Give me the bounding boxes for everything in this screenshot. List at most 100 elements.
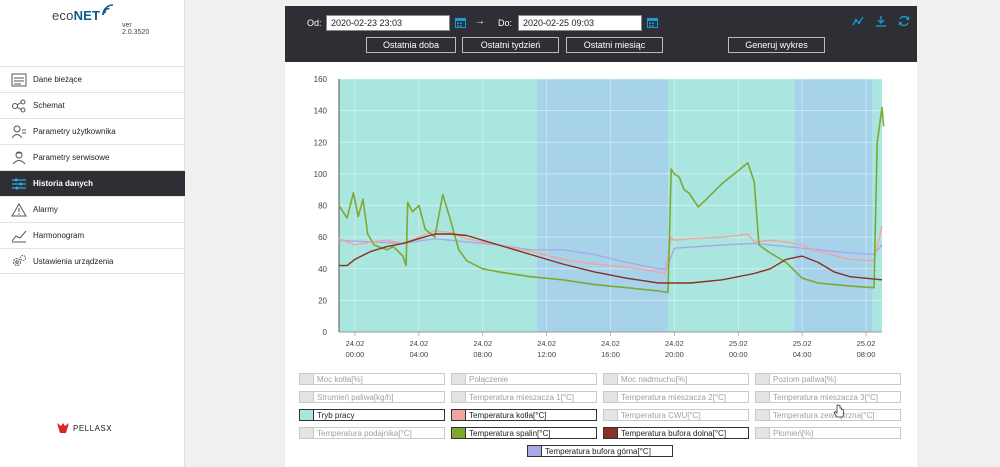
- legend-label: Płomień[%]: [773, 428, 814, 438]
- series-icon[interactable]: [852, 15, 864, 27]
- x-tick-date: 24.02: [473, 339, 492, 348]
- legend-item-temperatura-mieszacza-2-c-[interactable]: Temperatura mieszacza 2[°C]: [603, 391, 749, 403]
- legend-item-moc-kot-a-[interactable]: Moc kotła[%]: [299, 373, 445, 385]
- last-week-button[interactable]: Ostatni tydzień: [462, 37, 559, 53]
- legend-item-temperatura-mieszacza-1-c-[interactable]: Temperatura mieszacza 1[°C]: [451, 391, 597, 403]
- x-tick-time: 04:00: [793, 350, 812, 359]
- legend-label: Poziom paliwa[%]: [773, 374, 837, 384]
- legend-item-temperatura-bufora-dolna-c-[interactable]: Temperatura bufora dolna[°C]: [603, 427, 749, 439]
- pellasx-icon: [57, 423, 69, 433]
- legend-item-po-czenie[interactable]: Połączenie: [451, 373, 597, 385]
- download-icon[interactable]: [875, 15, 887, 27]
- legend-item-tryb-pracy[interactable]: Tryb pracy: [299, 409, 445, 421]
- wifi-icon: [102, 4, 114, 16]
- list-icon: [10, 72, 28, 88]
- last-month-button[interactable]: Ostatni miesiąc: [566, 37, 663, 53]
- legend-label: Temperatura bufora górna[°C]: [545, 446, 651, 456]
- legend-item-strumie-paliwa-kg-h-[interactable]: Strumień paliwa[kg/h]: [299, 391, 445, 403]
- calendar-from-icon[interactable]: [455, 17, 466, 28]
- x-tick-time: 08:00: [473, 350, 492, 359]
- legend-swatch: [756, 392, 770, 402]
- sidebar-item-dane-biezace[interactable]: Dane bieżące: [0, 66, 185, 92]
- x-tick-time: 04:00: [409, 350, 428, 359]
- calendar-to-icon[interactable]: [647, 17, 658, 28]
- legend-label: Moc kotła[%]: [317, 374, 363, 384]
- x-tick-date: 24.02: [537, 339, 556, 348]
- legend-swatch: [452, 392, 466, 402]
- x-tick-date: 25.02: [793, 339, 812, 348]
- main-panel: Od: 2020-02-23 23:03 → Do: 2020-02-25 09…: [285, 6, 917, 467]
- sidebar-item-harmonogram[interactable]: Harmonogram: [0, 222, 185, 248]
- x-tick-time: 16:00: [601, 350, 620, 359]
- legend-label: Temperatura kotła[°C]: [469, 410, 547, 420]
- y-tick-label: 160: [314, 75, 328, 84]
- sidebar-item-parametry-uzytkownika[interactable]: Parametry użytkownika: [0, 118, 185, 144]
- user-icon: [10, 124, 28, 140]
- sidebar-item-parametry-serwisowe[interactable]: Parametry serwisowe: [0, 144, 185, 170]
- legend-swatch: [300, 410, 314, 420]
- history-chart: 0 20 40 60 80 100 120 140 160 24.02 00:00 24.02 04:0…: [314, 75, 885, 359]
- legend-item-poziom-paliwa-[interactable]: Poziom paliwa[%]: [755, 373, 901, 385]
- legend-item-temperatura-bufora-g-rna-c-[interactable]: Temperatura bufora górna[°C]: [527, 445, 673, 457]
- x-tick-time: 00:00: [729, 350, 748, 359]
- chart-legend: Moc kotła[%] Połączenie Moc nadmuchu[%] Poz…: [285, 373, 917, 465]
- legend-label: Temperatura CWU[°C]: [621, 410, 701, 420]
- legend-label: Strumień paliwa[kg/h]: [317, 392, 394, 402]
- y-tick-label: 140: [314, 107, 328, 116]
- sidebar-menu: Dane bieżące Schemat Parametry użytkowni…: [0, 66, 185, 274]
- legend-label: Temperatura spalin[°C]: [469, 428, 551, 438]
- legend-swatch: [756, 410, 770, 420]
- chart-line-icon: [10, 228, 28, 244]
- last-day-button[interactable]: Ostatnia doba: [366, 37, 456, 53]
- legend-item-temperatura-spalin-c-[interactable]: Temperatura spalin[°C]: [451, 427, 597, 439]
- to-date-input[interactable]: 2020-02-25 09:03: [518, 15, 642, 31]
- range-arrow: →: [475, 16, 485, 27]
- x-tick-date: 24.02: [346, 339, 365, 348]
- sidebar-item-label: Historia danych: [33, 179, 94, 188]
- warning-icon: [10, 202, 28, 218]
- from-date-input[interactable]: 2020-02-23 23:03: [326, 15, 450, 31]
- legend-label: Połączenie: [469, 374, 509, 384]
- version-text: ver 2.0.3520: [122, 22, 150, 36]
- legend-item-moc-nadmuchu-[interactable]: Moc nadmuchu[%]: [603, 373, 749, 385]
- legend-item-temperatura-mieszacza-3-c-[interactable]: Temperatura mieszacza 3[°C]: [755, 391, 901, 403]
- legend-item-temperatura-podajnika-c-[interactable]: Temperatura podajnika[°C]: [299, 427, 445, 439]
- series-line-temperatura-bufora-dolna: [339, 233, 883, 284]
- legend-label: Tryb pracy: [317, 410, 355, 420]
- sidebar-item-historia-danych[interactable]: Historia danych: [0, 170, 185, 196]
- logo-text: ecoNET: [52, 8, 100, 23]
- x-tick-time: 20:00: [665, 350, 684, 359]
- legend-item-temperatura-zewn-trzna-c-[interactable]: Temperatura zewnętrzna[°C]: [755, 409, 901, 421]
- x-tick-date: 24.02: [601, 339, 620, 348]
- logo-net: NET: [73, 8, 101, 23]
- series-line-temperatura-kot-a: [338, 225, 883, 275]
- legend-item-temperatura-cwu-c-[interactable]: Temperatura CWU[°C]: [603, 409, 749, 421]
- legend-item-temperatura-kot-a-c-[interactable]: Temperatura kotła[°C]: [451, 409, 597, 421]
- refresh-icon[interactable]: [898, 15, 910, 27]
- logo-eco: eco: [52, 8, 74, 23]
- legend-label: Temperatura podajnika[°C]: [317, 428, 412, 438]
- brand-text: PELLASX: [73, 423, 113, 433]
- sidebar-item-schemat[interactable]: Schemat: [0, 92, 185, 118]
- history-icon: [10, 176, 28, 192]
- legend-swatch: [528, 446, 542, 456]
- x-tick-time: 00:00: [346, 350, 365, 359]
- sidebar-item-ustawienia-urzadzenia[interactable]: Ustawienia urządzenia: [0, 248, 185, 274]
- y-tick-label: 20: [318, 296, 327, 305]
- legend-label: Temperatura zewnętrzna[°C]: [773, 410, 875, 420]
- scheme-icon: [10, 98, 28, 114]
- generate-chart-button[interactable]: Generuj wykres: [728, 37, 825, 53]
- legend-swatch: [604, 374, 618, 384]
- legend-label: Moc nadmuchu[%]: [621, 374, 688, 384]
- from-label: Od:: [307, 18, 322, 28]
- x-tick-time: 08:00: [857, 350, 876, 359]
- legend-item-p-omie-[interactable]: Płomień[%]: [755, 427, 901, 439]
- sidebar-item-label: Parametry użytkownika: [33, 127, 116, 136]
- legend-swatch: [452, 410, 466, 420]
- y-tick-label: 80: [318, 202, 327, 211]
- gears-icon: [10, 253, 28, 269]
- sidebar-item-alarmy[interactable]: Alarmy: [0, 196, 185, 222]
- legend-swatch: [300, 392, 314, 402]
- y-tick-label: 40: [318, 265, 327, 274]
- x-tick-date: 25.02: [857, 339, 876, 348]
